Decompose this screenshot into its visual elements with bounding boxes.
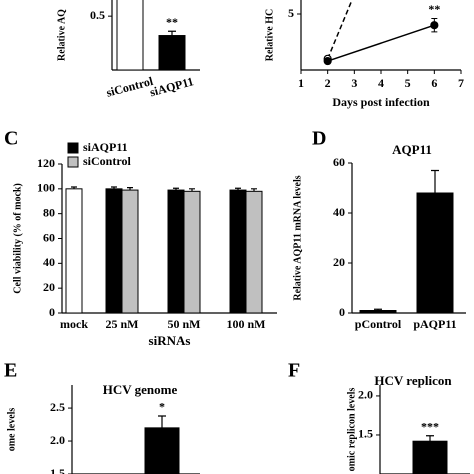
error-bar <box>173 187 179 191</box>
x-tick-label: siAQP11 <box>148 74 195 99</box>
y-tick-label: 60 <box>43 230 55 244</box>
panel-letter: D <box>312 128 326 150</box>
error-bar <box>71 186 77 189</box>
bar <box>65 188 83 314</box>
y-axis-label: omic replicon levels <box>346 388 357 472</box>
bar <box>158 35 186 71</box>
y-tick-label: 0 <box>49 305 55 319</box>
series-line <box>326 0 353 60</box>
bar <box>183 190 201 314</box>
y-tick-label: 20 <box>43 280 55 294</box>
y-tick-label: 60 <box>333 155 345 169</box>
error-bar <box>168 30 176 36</box>
error-bar <box>127 186 133 191</box>
significance-label: * <box>159 400 165 414</box>
x-tick-label: 4 <box>378 76 384 90</box>
bar <box>359 310 397 314</box>
error-bar <box>235 187 241 191</box>
bar <box>412 440 448 474</box>
significance-label: ** <box>166 15 178 29</box>
x-axis-label: siRNAs <box>149 333 191 348</box>
x-axis-label: Days post infection <box>332 95 430 109</box>
y-axis-label: ome levels <box>6 408 17 452</box>
x-tick-label: 100 nM <box>227 317 266 331</box>
y-tick-label: 40 <box>43 255 55 269</box>
significance-label: *** <box>421 419 439 433</box>
legend-swatch <box>67 156 79 168</box>
bar <box>229 189 247 314</box>
y-tick-label: 0.5 <box>90 8 105 22</box>
point <box>430 21 439 30</box>
x-tick-label: 7 <box>458 76 464 90</box>
legend-swatch <box>67 142 79 154</box>
y-tick-label: 1.5 <box>50 466 65 474</box>
panel-letter: F <box>288 360 300 382</box>
significance-label: ** <box>428 2 440 16</box>
chart-title: AQP11 <box>392 142 432 157</box>
x-tick-label: 50 nM <box>168 317 201 331</box>
point <box>323 56 332 66</box>
y-tick-label: 40 <box>333 205 345 219</box>
x-tick-label: 6 <box>431 76 437 90</box>
x-tick-label: 25 nM <box>106 317 139 331</box>
y-tick-label: 2.0 <box>50 433 65 447</box>
bar <box>416 192 454 314</box>
y-tick-label: 2.5 <box>50 400 65 414</box>
x-tick-label: mock <box>60 317 88 331</box>
y-tick-label: 1.5 <box>358 427 373 441</box>
y-tick-label: 0 <box>339 305 345 319</box>
legend-label: siAQP11 <box>83 140 128 154</box>
y-tick-label: 100 <box>37 181 55 195</box>
y-tick-label: 120 <box>37 156 55 170</box>
y-axis-label: Relative HC <box>264 9 275 62</box>
panel-letter: E <box>4 360 17 382</box>
x-tick-label: pAQP11 <box>413 317 456 331</box>
bar <box>105 188 123 314</box>
legend-label: siControl <box>83 154 131 168</box>
error-bar <box>431 169 439 193</box>
series-line <box>327 24 435 62</box>
error-bar <box>158 415 166 428</box>
y-tick-label: 2.0 <box>358 388 373 402</box>
y-axis-label: Cell viability (% of mock) <box>12 183 23 294</box>
y-axis-label: Relative AQP11 mRNA levels <box>292 175 303 300</box>
panel-letter: C <box>4 128 18 150</box>
chart-title: HCV replicon <box>374 373 452 388</box>
error-bar <box>251 188 257 192</box>
y-tick-label: 80 <box>43 205 55 219</box>
y-tick-label: 5 <box>288 6 294 20</box>
bar <box>144 427 180 474</box>
x-tick-label: pControl <box>355 317 402 331</box>
bar <box>167 189 185 314</box>
x-tick-label: 2 <box>325 76 331 90</box>
error-bar <box>426 435 434 442</box>
x-tick-label: 1 <box>298 76 304 90</box>
chart-title: HCV genome <box>103 382 178 397</box>
x-tick-label: 3 <box>351 76 357 90</box>
y-axis-label: Relative AQ <box>56 9 67 61</box>
bar <box>245 190 263 314</box>
bar <box>116 0 144 71</box>
error-bar <box>111 186 117 189</box>
bar <box>121 189 139 314</box>
y-tick-label: 20 <box>333 255 345 269</box>
error-bar <box>374 308 382 311</box>
error-bar <box>189 188 195 192</box>
x-tick-label: 5 <box>405 76 411 90</box>
